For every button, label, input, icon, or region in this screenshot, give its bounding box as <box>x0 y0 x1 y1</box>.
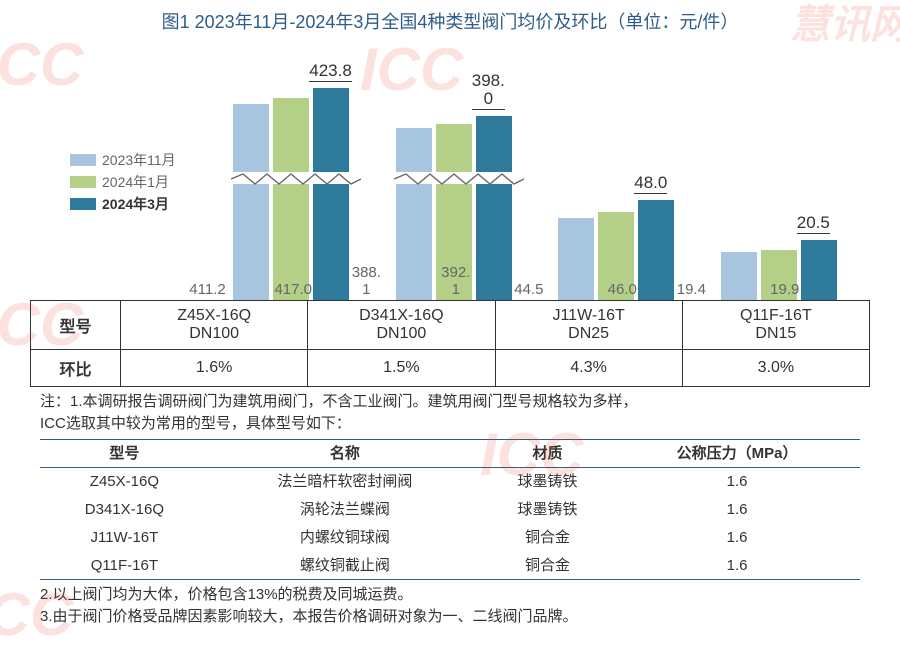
spec-cell: 铜合金 <box>481 552 614 580</box>
legend-swatch <box>70 154 96 166</box>
bar-value-label: 19.4 <box>677 281 706 298</box>
note-2: 2.以上阀门均为大体，价格包含13%的税费及同城运费。 <box>40 584 860 606</box>
spec-cell: 铜合金 <box>481 524 614 552</box>
bar: 411.2 <box>233 104 269 300</box>
bar: 19.9 <box>761 250 797 300</box>
spec-cell: 内螺纹铜球阀 <box>209 524 481 552</box>
legend-swatch <box>70 176 96 188</box>
bar-rect <box>476 116 512 300</box>
spec-row: Q11F-16T螺纹铜截止阀铜合金1.6 <box>40 552 860 580</box>
bar-rect <box>801 240 837 300</box>
bar-group: 44.546.048.0 <box>535 40 698 300</box>
bar <box>313 88 349 300</box>
spec-cell: Z45X-16Q <box>40 468 209 496</box>
legend-label: 2023年11月 <box>102 150 176 170</box>
bar-value-label: 44.5 <box>514 281 543 298</box>
model-pct-table: 型号 Z45X-16QDN100D341X-16QDN100J11W-16TDN… <box>30 300 870 387</box>
spec-cell: 1.6 <box>614 552 860 580</box>
bar <box>476 116 512 300</box>
bar-top-label: 398. 0 <box>472 72 505 110</box>
spec-col-header: 材质 <box>481 439 614 468</box>
row-header-pct: 环比 <box>31 350 121 387</box>
legend-item: 2024年3月 <box>70 194 176 214</box>
bar: 44.5 <box>558 218 594 300</box>
spec-col-header: 公称压力（MPa） <box>614 439 860 468</box>
legend-item: 2023年11月 <box>70 150 176 170</box>
spec-col-header: 型号 <box>40 439 209 468</box>
spec-cell: 1.6 <box>614 468 860 496</box>
bar: 46.0 <box>598 212 634 300</box>
bar-rect <box>638 200 674 300</box>
spec-cell: 球墨铸铁 <box>481 468 614 496</box>
pct-cell: 1.5% <box>308 350 495 387</box>
note-1b: ICC选取其中较为常用的型号，具体型号如下： <box>40 413 860 435</box>
model-cell: Z45X-16QDN100 <box>121 301 308 350</box>
spec-cell: 法兰暗杆软密封闸阀 <box>209 468 481 496</box>
chart-title: 图1 2023年11月-2024年3月全国4种类型阀门均价及环比（单位：元/件） <box>30 8 870 34</box>
bar: 417.0 <box>273 98 309 300</box>
pct-cell: 4.3% <box>495 350 682 387</box>
bar-rect <box>721 252 757 300</box>
bar-groups: 411.2417.0423.8388. 1392. 1398. 044.546.… <box>210 40 860 300</box>
pct-cell: 3.0% <box>682 350 869 387</box>
spec-row: Z45X-16Q法兰暗杆软密封闸阀球墨铸铁1.6 <box>40 468 860 496</box>
axis-break-icon <box>394 172 514 184</box>
bar-rect <box>558 218 594 300</box>
spec-cell: 1.6 <box>614 496 860 524</box>
notes-block: 注：1.本调研报告调研阀门为建筑用阀门，不含工业阀门。建筑用阀门型号规格较为多样… <box>30 391 870 628</box>
note-1: 注：1.本调研报告调研阀门为建筑用阀门，不含工业阀门。建筑用阀门型号规格较为多样… <box>40 391 860 413</box>
bar-top-label: 48.0 <box>634 174 667 194</box>
model-cell: Q11F-16TDN15 <box>682 301 869 350</box>
spec-row: J11W-16T内螺纹铜球阀铜合金1.6 <box>40 524 860 552</box>
axis-break-icon <box>231 172 351 184</box>
spec-table: 型号名称材质公称压力（MPa） Z45X-16Q法兰暗杆软密封闸阀球墨铸铁1.6… <box>40 439 860 581</box>
bar-group: 411.2417.0423.8 <box>210 40 373 300</box>
bar: 19.4 <box>721 252 757 300</box>
figure-container: 图1 2023年11月-2024年3月全国4种类型阀门均价及环比（单位：元/件）… <box>0 0 900 638</box>
bar-group: 388. 1392. 1398. 0 <box>373 40 536 300</box>
spec-cell: 1.6 <box>614 524 860 552</box>
bar-top-label: 423.8 <box>309 62 352 82</box>
chart-area: 2023年11月2024年1月2024年3月 411.2417.0423.838… <box>100 40 860 300</box>
spec-cell: Q11F-16T <box>40 552 209 580</box>
bar-value-label: 417.0 <box>271 281 315 298</box>
spec-cell: 球墨铸铁 <box>481 496 614 524</box>
spec-cell: J11W-16T <box>40 524 209 552</box>
bar: 388. 1 <box>396 128 432 300</box>
pct-cell: 1.6% <box>121 350 308 387</box>
legend-label: 2024年1月 <box>102 172 169 192</box>
model-cell: J11W-16TDN25 <box>495 301 682 350</box>
spec-row: D341X-16Q涡轮法兰蝶阀球墨铸铁1.6 <box>40 496 860 524</box>
bar-rect <box>313 88 349 300</box>
bar-group: 19.419.920.5 <box>698 40 861 300</box>
legend: 2023年11月2024年1月2024年3月 <box>70 150 176 216</box>
bar: 392. 1 <box>436 124 472 300</box>
bar-value-label: 388. 1 <box>352 264 381 299</box>
spec-cell: 涡轮法兰蝶阀 <box>209 496 481 524</box>
bar <box>638 200 674 300</box>
row-header-model: 型号 <box>31 301 121 350</box>
bar-value-label: 392. 1 <box>434 264 478 299</box>
note-3: 3.由于阀门价格受品牌因素影响较大，本报告价格调研对象为一、二线阀门品牌。 <box>40 606 860 628</box>
bar-rect <box>396 128 432 300</box>
legend-swatch <box>70 198 96 210</box>
spec-col-header: 名称 <box>209 439 481 468</box>
model-cell: D341X-16QDN100 <box>308 301 495 350</box>
legend-item: 2024年1月 <box>70 172 176 192</box>
bar-rect <box>233 104 269 300</box>
spec-cell: 螺纹铜截止阀 <box>209 552 481 580</box>
spec-cell: D341X-16Q <box>40 496 209 524</box>
legend-label: 2024年3月 <box>102 194 169 214</box>
bar <box>801 240 837 300</box>
bar-top-label: 20.5 <box>797 214 830 234</box>
bar-rect <box>273 98 309 300</box>
bar-value-label: 411.2 <box>189 281 225 298</box>
